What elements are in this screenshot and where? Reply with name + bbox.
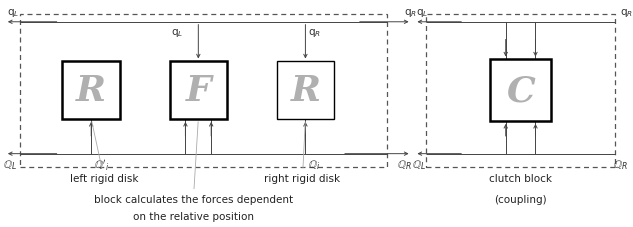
Text: $\mathbb{Q}_R$: $\mathbb{Q}_R$ [397,158,411,172]
Text: $\mathsf{q}_L$: $\mathsf{q}_L$ [7,7,19,19]
Text: on the relative position: on the relative position [133,211,254,221]
Text: left rigid disk: left rigid disk [70,122,139,184]
Text: R: R [291,74,320,108]
Text: $\mathbb{Q}'_i$: $\mathbb{Q}'_i$ [94,158,110,173]
Text: $\mathsf{q}_R$: $\mathsf{q}_R$ [620,7,633,19]
Text: $\mathsf{q}_L$: $\mathsf{q}_L$ [170,27,183,39]
Text: right rigid disk: right rigid disk [265,122,341,184]
Text: $\mathbb{Q}_L$: $\mathbb{Q}_L$ [411,158,425,172]
Text: block calculates the forces dependent: block calculates the forces dependent [94,122,293,204]
Text: $\mathbb{Q}_L$: $\mathbb{Q}_L$ [3,158,17,172]
Bar [20,15,387,167]
Text: R: R [76,74,106,108]
Text: $\mathsf{q}_R$: $\mathsf{q}_R$ [308,27,322,39]
Text: F: F [185,74,211,108]
Bar [170,62,227,119]
Text: clutch block: clutch block [489,174,552,184]
Text: $\mathsf{q}_R$: $\mathsf{q}_R$ [404,7,417,19]
Bar [63,62,120,119]
Text: $\mathsf{q}_L$: $\mathsf{q}_L$ [417,7,429,19]
Bar [490,60,551,121]
Text: (coupling): (coupling) [494,195,547,204]
Text: C: C [506,74,535,108]
Text: $\mathbb{Q}_i$: $\mathbb{Q}_i$ [308,158,320,172]
Bar [427,15,615,167]
Text: $\mathbb{Q}_R$: $\mathbb{Q}_R$ [613,158,627,172]
Bar [277,62,334,119]
